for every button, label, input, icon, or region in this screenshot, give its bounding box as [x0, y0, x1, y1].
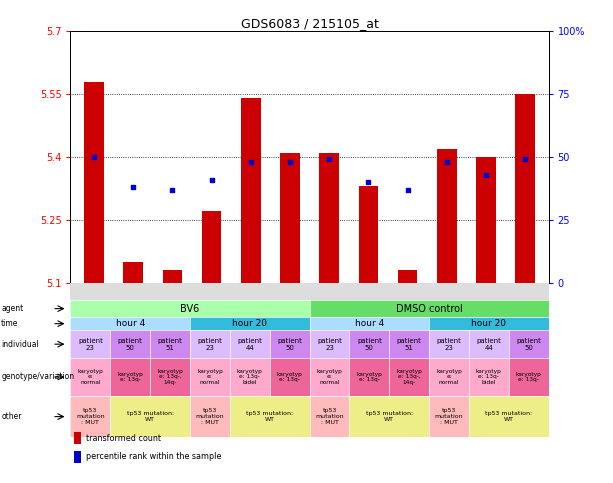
Point — [364, 178, 373, 186]
Text: percentile rank within the sample: percentile rank within the sample — [86, 453, 221, 461]
Bar — [241, 99, 261, 283]
Text: patient
51: patient 51 — [397, 338, 422, 351]
Text: time: time — [1, 319, 18, 328]
Text: karyotyp
e: 13q-: karyotyp e: 13q- — [276, 371, 303, 383]
Point — [481, 170, 491, 178]
Text: karyotyp
e:
normal: karyotyp e: normal — [77, 369, 104, 385]
Text: tp53
mutation
: MUT: tp53 mutation : MUT — [76, 408, 105, 425]
Text: karyotyp
e: 13q-
bidel: karyotyp e: 13q- bidel — [237, 369, 263, 385]
Bar — [123, 262, 143, 283]
Text: tp53 mutation:
WT: tp53 mutation: WT — [127, 411, 173, 422]
Text: karyotyp
e:
normal: karyotyp e: normal — [197, 369, 223, 385]
Bar — [398, 270, 417, 283]
Text: patient
50: patient 50 — [516, 338, 541, 351]
Text: BV6: BV6 — [180, 304, 200, 313]
Text: tp53
mutation
: MUT: tp53 mutation : MUT — [435, 408, 463, 425]
Text: tp53 mutation:
WT: tp53 mutation: WT — [366, 411, 413, 422]
Title: GDS6083 / 215105_at: GDS6083 / 215105_at — [241, 17, 378, 30]
Text: transformed count: transformed count — [86, 434, 161, 443]
Text: genotype/variation: genotype/variation — [1, 372, 74, 382]
Text: karyotyp
e: 13q-
bidel: karyotyp e: 13q- bidel — [476, 369, 502, 385]
Point — [246, 158, 256, 166]
Text: patient
50: patient 50 — [277, 338, 302, 351]
Text: patient
51: patient 51 — [158, 338, 183, 351]
Text: karyotyp
e: 13q-: karyotyp e: 13q- — [117, 371, 143, 383]
Text: patient
50: patient 50 — [357, 338, 382, 351]
Text: patient
23: patient 23 — [78, 338, 103, 351]
Text: patient
23: patient 23 — [197, 338, 223, 351]
Text: patient
44: patient 44 — [476, 338, 501, 351]
Bar — [280, 153, 300, 283]
Bar — [476, 157, 496, 283]
Bar — [84, 82, 104, 283]
Text: patient
23: patient 23 — [317, 338, 342, 351]
Bar — [162, 270, 182, 283]
Text: karyotyp
e: 13q-,
14q-: karyotyp e: 13q-, 14q- — [157, 369, 183, 385]
Point — [403, 186, 413, 194]
Text: karyotyp
e: 13q-: karyotyp e: 13q- — [516, 371, 542, 383]
Bar — [516, 94, 535, 283]
Text: individual: individual — [1, 340, 39, 349]
Text: DMSO control: DMSO control — [396, 304, 462, 313]
Text: karyotyp
e: 13q-: karyotyp e: 13q- — [356, 371, 383, 383]
Text: tp53 mutation:
WT: tp53 mutation: WT — [485, 411, 532, 422]
Bar — [202, 212, 221, 283]
Point — [520, 156, 530, 163]
Text: tp53 mutation:
WT: tp53 mutation: WT — [246, 411, 293, 422]
Text: tp53
mutation
: MUT: tp53 mutation : MUT — [315, 408, 344, 425]
Text: patient
50: patient 50 — [118, 338, 143, 351]
Point — [207, 176, 216, 184]
Text: other: other — [1, 412, 21, 421]
Text: patient
23: patient 23 — [436, 338, 462, 351]
Point — [167, 186, 177, 194]
Text: hour 4: hour 4 — [116, 319, 145, 328]
Point — [89, 153, 99, 161]
Point — [128, 183, 138, 191]
Text: karyotyp
e: 13q-,
14q-: karyotyp e: 13q-, 14q- — [396, 369, 422, 385]
Text: tp53
mutation
: MUT: tp53 mutation : MUT — [196, 408, 224, 425]
Text: agent: agent — [1, 304, 23, 313]
Text: patient
44: patient 44 — [237, 338, 262, 351]
Text: hour 20: hour 20 — [232, 319, 267, 328]
Bar — [359, 186, 378, 283]
Point — [442, 158, 452, 166]
Text: karyotyp
e:
normal: karyotyp e: normal — [316, 369, 343, 385]
Bar — [437, 149, 457, 283]
Point — [285, 158, 295, 166]
Point — [324, 156, 334, 163]
Text: hour 20: hour 20 — [471, 319, 506, 328]
Bar — [319, 153, 339, 283]
Text: hour 4: hour 4 — [355, 319, 384, 328]
Text: karyotyp
e:
normal: karyotyp e: normal — [436, 369, 462, 385]
